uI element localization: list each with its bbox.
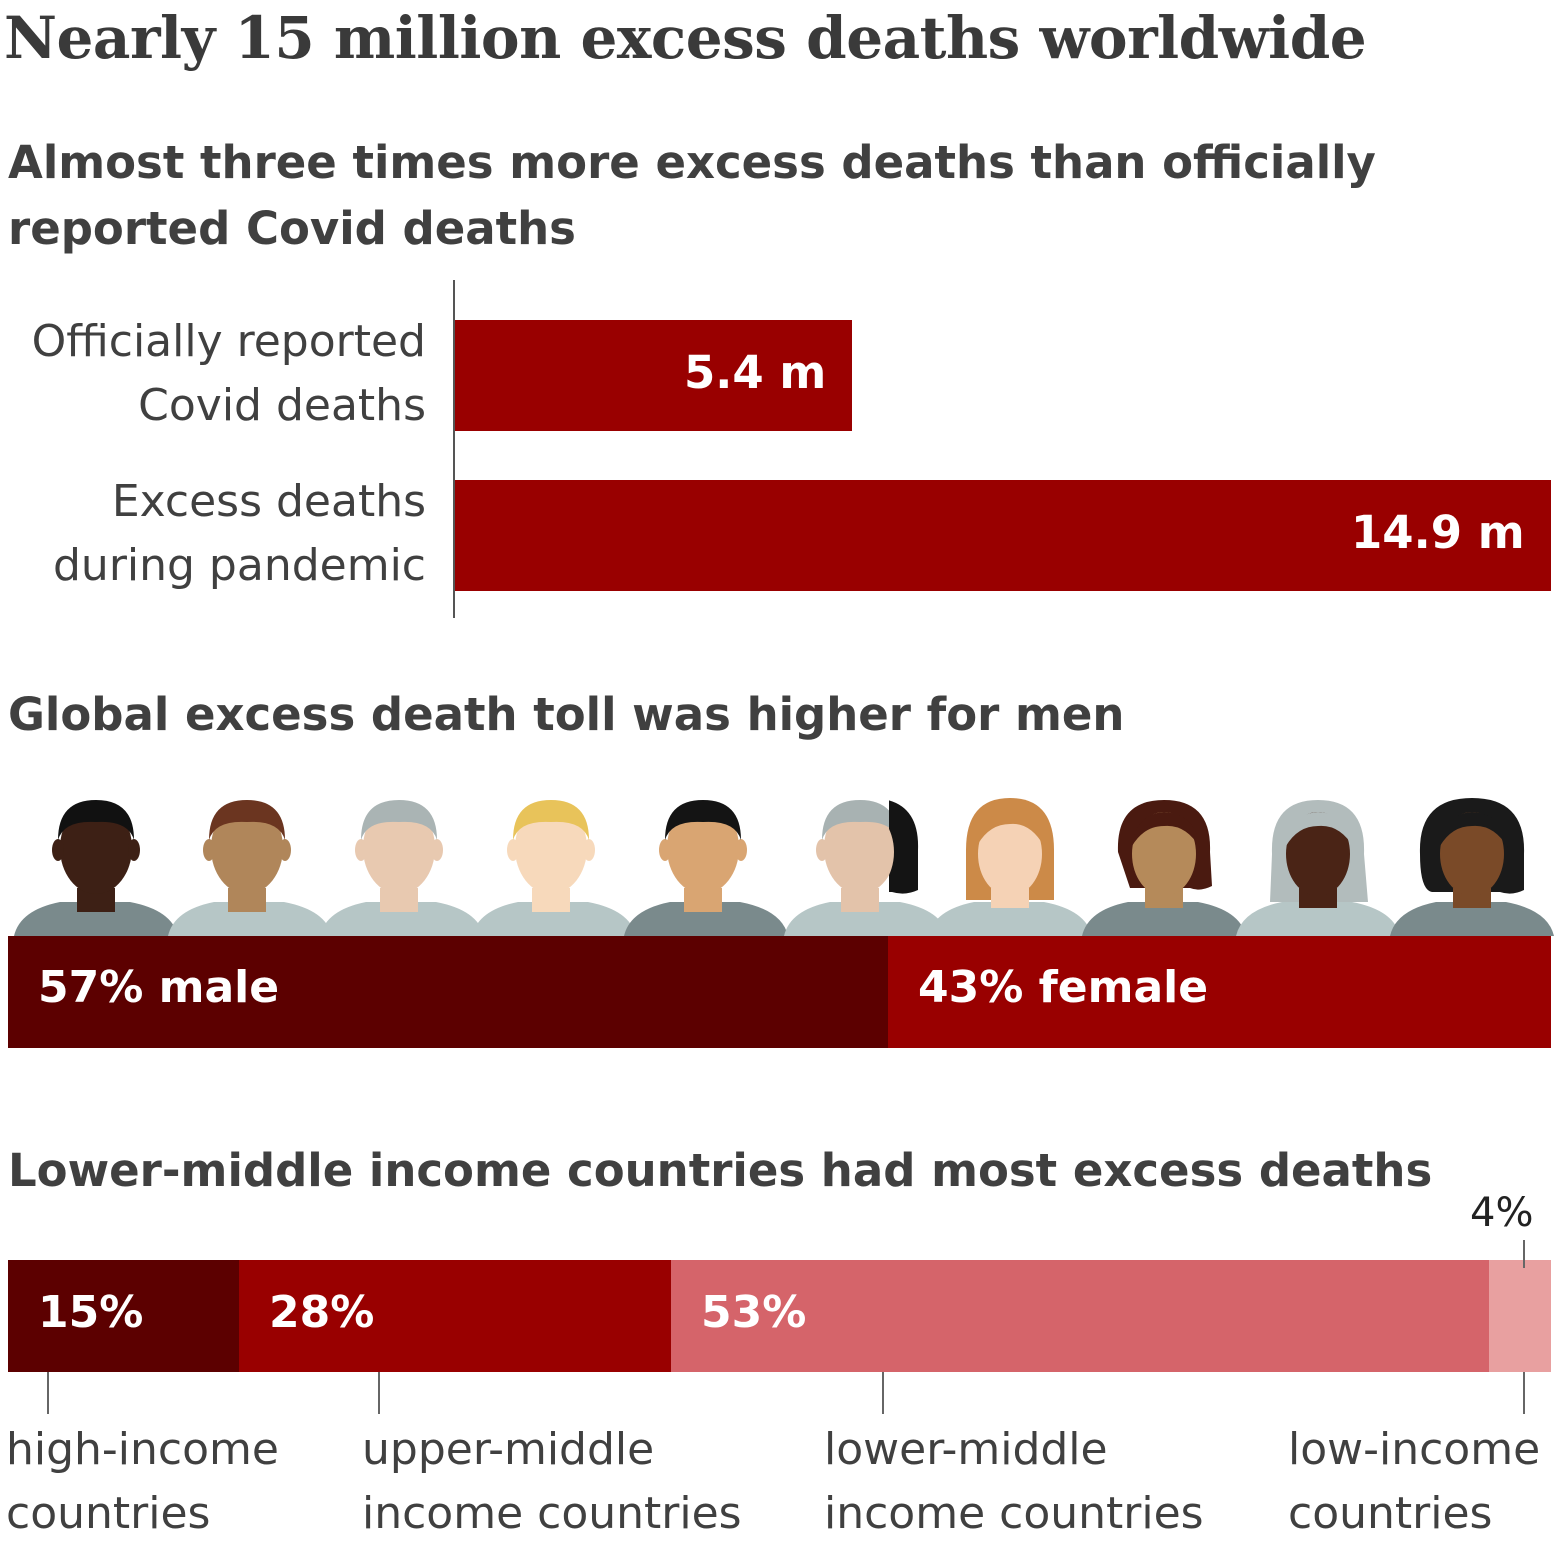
chart1-bar-official [455, 320, 852, 431]
chart1-category-0-line-2: Covid deaths [138, 380, 426, 431]
chart3-name-low-income-line-2: countries [1288, 1488, 1493, 1539]
chart1-value-label-excess: 14.9 m [1351, 506, 1525, 559]
man-woman-split-icon [784, 800, 948, 936]
chart3-label-lower-middle: 53% [701, 1287, 807, 1338]
chart3-tick-high-income [47, 1372, 49, 1414]
chart3-label-low-income: 4% [1470, 1190, 1534, 1236]
chart1-category-label-1: Excess deaths during pandemic [53, 470, 426, 598]
woman-icon [1082, 800, 1246, 936]
man-icon [320, 800, 484, 936]
chart3-name-upper-middle: upper-middle income countries [362, 1418, 742, 1546]
man-icon [168, 800, 332, 936]
chart3-name-lower-middle-line-1: lower-middle [824, 1424, 1108, 1475]
chart2-segment-female [888, 936, 1551, 1048]
chart2-segment-male [8, 936, 888, 1048]
chart3-label-high-income: 15% [38, 1287, 144, 1338]
chart3-segment-low-income [1489, 1260, 1551, 1372]
chart3-segment-lower-middle [671, 1260, 1489, 1372]
chart3-name-high-income-line-2: countries [6, 1488, 211, 1539]
man-icon [624, 800, 788, 936]
woman-icon [928, 798, 1092, 936]
chart3-low-income-top-tick [1523, 1240, 1525, 1268]
chart3-tick-upper-middle [378, 1372, 380, 1414]
man-icon [472, 800, 636, 936]
chart1-title: Almost three times more excess deaths th… [8, 136, 1376, 255]
chart1-bar-excess [455, 480, 1551, 591]
chart3-tick-low-income [1523, 1372, 1525, 1414]
woman-icon [1390, 798, 1554, 936]
chart3-name-high-income-line-1: high-income [6, 1424, 279, 1475]
chart3-name-high-income: high-income countries [6, 1418, 279, 1546]
people-illustration [14, 798, 1554, 936]
page-title: Nearly 15 million excess deaths worldwid… [4, 4, 1367, 72]
chart1-axis-line [453, 280, 455, 618]
chart1-category-1-line-2: during pandemic [53, 540, 426, 591]
chart2-label-male: 57% male [38, 962, 280, 1013]
chart3-name-upper-middle-line-1: upper-middle [362, 1424, 655, 1475]
chart1-category-1-line-1: Excess deaths [111, 476, 426, 527]
chart3-name-upper-middle-line-2: income countries [362, 1488, 742, 1539]
chart1-value-label-official: 5.4 m [684, 346, 827, 399]
chart2-title: Global excess death toll was higher for … [8, 688, 1125, 741]
woman-icon [1236, 800, 1400, 936]
chart1-category-label-0: Officially reported Covid deaths [32, 310, 426, 438]
chart2-label-female: 43% female [918, 962, 1209, 1013]
chart3-title: Lower-middle income countries had most e… [8, 1144, 1433, 1197]
chart3-name-lower-middle-line-2: income countries [824, 1488, 1204, 1539]
chart3-label-upper-middle: 28% [269, 1287, 375, 1338]
chart3-name-low-income: low-income countries [1288, 1418, 1540, 1546]
chart3-name-lower-middle: lower-middle income countries [824, 1418, 1204, 1546]
chart1-category-0-line-1: Officially reported [31, 316, 426, 367]
chart3-tick-lower-middle [882, 1372, 884, 1414]
chart3-name-low-income-line-1: low-income [1288, 1424, 1541, 1475]
chart3-segment-high-income [8, 1260, 239, 1372]
chart3-segment-upper-middle [239, 1260, 671, 1372]
man-icon [14, 800, 178, 936]
